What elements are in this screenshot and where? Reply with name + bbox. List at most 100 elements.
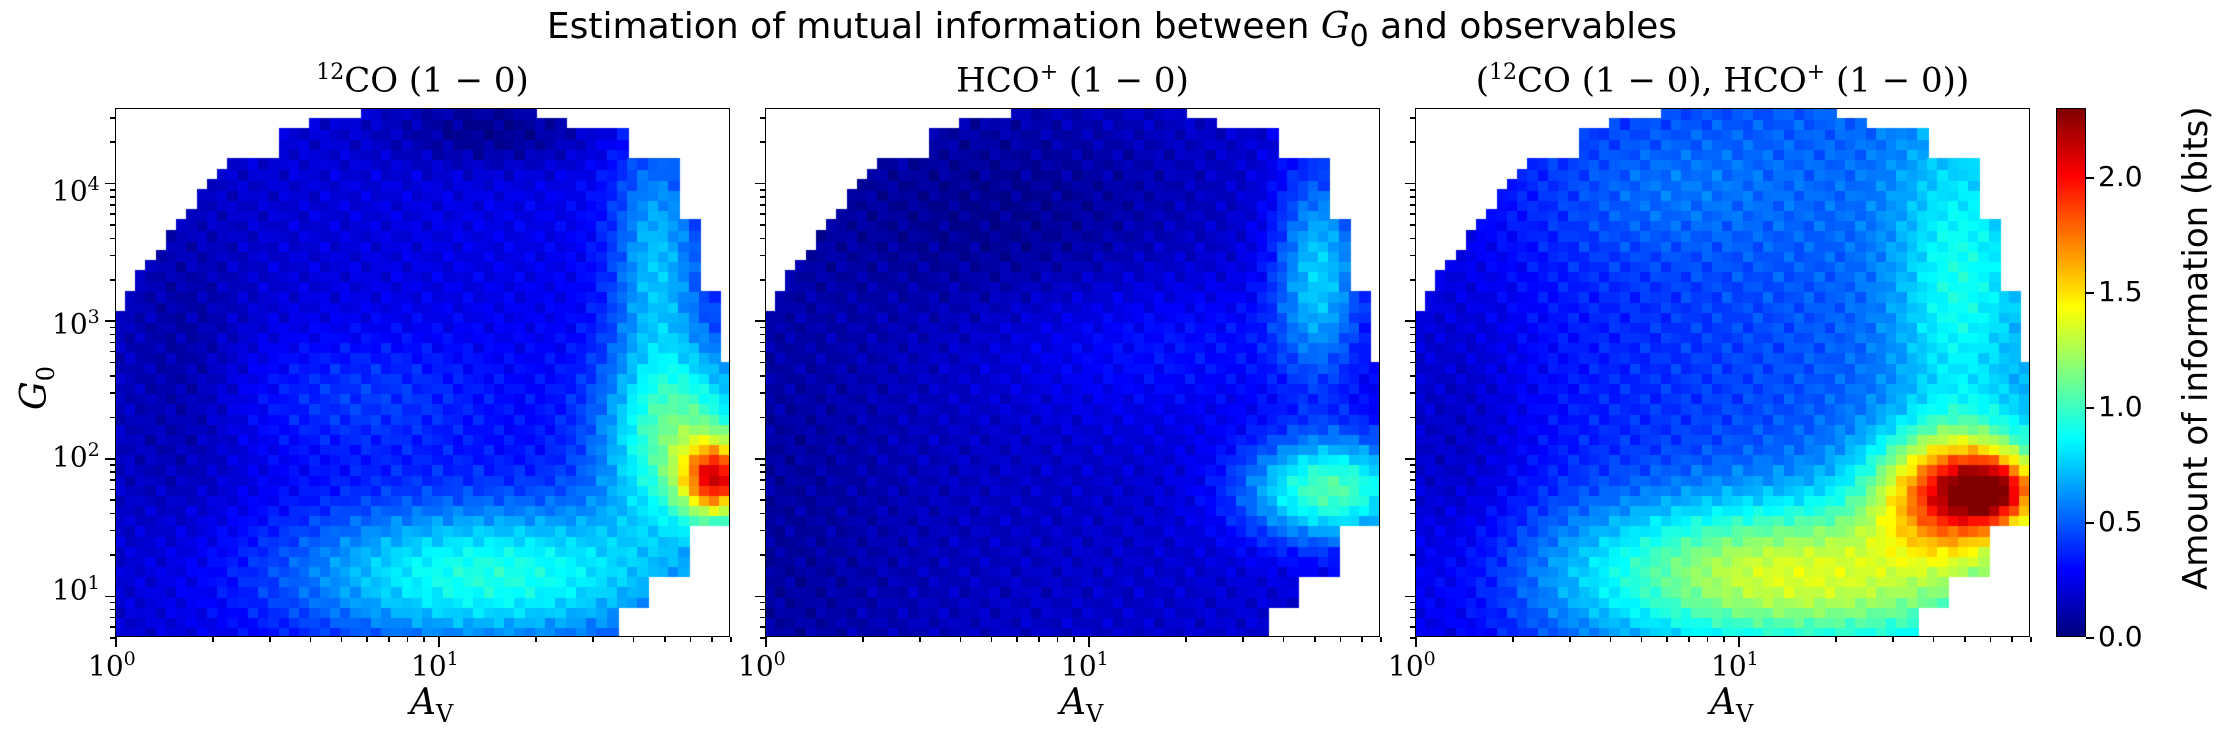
tick-mark xyxy=(755,320,765,322)
tick-mark xyxy=(105,595,115,598)
tick-mark xyxy=(1410,464,1415,466)
tick-mark xyxy=(1282,637,1285,642)
tick-mark xyxy=(1410,141,1415,143)
tick-mark xyxy=(760,512,765,515)
tick-mark xyxy=(110,189,115,191)
tick-mark xyxy=(340,637,343,642)
tick-mark xyxy=(1892,637,1894,642)
tick-mark xyxy=(110,341,115,344)
tick-mark xyxy=(110,464,115,466)
tick-mark xyxy=(760,254,765,257)
tick-mark xyxy=(535,637,537,642)
tick-mark xyxy=(110,416,115,419)
tick-mark xyxy=(1410,471,1415,473)
tick-mark xyxy=(115,637,117,647)
tick-mark xyxy=(105,182,115,185)
tick-mark xyxy=(110,626,115,628)
tick-mark xyxy=(110,204,115,206)
tick-mark xyxy=(366,637,368,642)
tick-mark xyxy=(110,499,115,501)
xtick-label: 101 xyxy=(411,648,459,683)
tick-mark xyxy=(406,637,409,642)
tick-mark xyxy=(1405,320,1415,322)
tick-mark xyxy=(862,637,864,642)
colorbar-tick: 1.0 xyxy=(2098,390,2143,423)
tick-mark xyxy=(760,637,765,639)
tick-mark xyxy=(110,279,115,281)
tick-mark xyxy=(1410,341,1415,344)
tick-mark xyxy=(760,333,765,336)
tick-mark xyxy=(760,350,765,353)
colorbar-tick-mark xyxy=(2086,522,2094,524)
panel-title-hco: HCO+ (1 − 0) xyxy=(956,60,1189,101)
tick-mark xyxy=(110,637,115,639)
tick-mark xyxy=(269,637,271,642)
colorbar-tick: 2.0 xyxy=(2098,160,2143,193)
tick-mark xyxy=(632,637,635,642)
tick-mark xyxy=(1410,608,1415,611)
tick-mark xyxy=(1405,182,1415,185)
tick-mark xyxy=(1410,554,1415,556)
tick-mark xyxy=(760,392,765,394)
tick-mark xyxy=(760,616,765,619)
tick-mark xyxy=(110,392,115,394)
tick-mark xyxy=(212,637,214,642)
tick-mark xyxy=(1415,637,1417,647)
tick-mark xyxy=(919,637,921,642)
tick-mark xyxy=(1056,637,1059,642)
heatmap-panel-hco xyxy=(765,108,1380,637)
tick-mark xyxy=(1410,117,1415,119)
colorbar-tick-mark xyxy=(2086,637,2094,639)
tick-mark xyxy=(1410,326,1415,329)
tick-mark xyxy=(110,141,115,143)
tick-mark xyxy=(1073,637,1075,642)
tick-mark xyxy=(1738,637,1740,647)
tick-mark xyxy=(760,237,765,240)
tick-mark xyxy=(110,479,115,481)
tick-mark xyxy=(1410,254,1415,257)
tick-mark xyxy=(2030,637,2032,642)
tick-mark xyxy=(760,554,765,556)
tick-mark xyxy=(1640,637,1643,642)
tick-mark xyxy=(110,224,115,226)
tick-mark xyxy=(2011,637,2013,642)
tick-mark xyxy=(765,637,767,647)
tick-mark xyxy=(1410,224,1415,226)
tick-mark xyxy=(760,471,765,473)
ytick-label: 103 xyxy=(52,306,100,341)
tick-mark xyxy=(1380,637,1382,642)
tick-mark xyxy=(110,375,115,377)
ylabel: G0 xyxy=(14,365,61,410)
tick-mark xyxy=(438,637,440,647)
tick-mark xyxy=(1932,637,1935,642)
tick-mark xyxy=(1088,637,1090,647)
tick-mark xyxy=(1666,637,1668,642)
tick-mark xyxy=(760,117,765,119)
tick-mark xyxy=(1361,637,1363,642)
xtick-label: 101 xyxy=(1061,648,1109,683)
tick-mark xyxy=(1410,361,1415,364)
xtick-label: 101 xyxy=(1711,648,1759,683)
tick-mark xyxy=(1964,637,1966,642)
tick-mark xyxy=(755,458,765,460)
tick-mark xyxy=(730,637,732,642)
tick-mark xyxy=(1405,595,1415,598)
tick-mark xyxy=(1410,529,1415,532)
xlabel-combined: AV xyxy=(1710,682,1754,729)
tick-mark xyxy=(760,499,765,501)
tick-mark xyxy=(760,279,765,281)
tick-mark xyxy=(1569,637,1571,642)
tick-mark xyxy=(1410,392,1415,394)
xtick-label: 100 xyxy=(1388,648,1436,683)
tick-mark xyxy=(1410,488,1415,491)
tick-mark xyxy=(760,213,765,215)
ytick-label: 104 xyxy=(52,173,100,208)
xlabel-co: AV xyxy=(410,682,454,729)
tick-mark xyxy=(110,601,115,604)
tick-mark xyxy=(1723,637,1725,642)
tick-mark xyxy=(760,196,765,198)
xlabel-hco: AV xyxy=(1060,682,1104,729)
tick-mark xyxy=(1410,499,1415,501)
heatmap-grid-co xyxy=(115,108,730,637)
tick-mark xyxy=(1242,637,1244,642)
